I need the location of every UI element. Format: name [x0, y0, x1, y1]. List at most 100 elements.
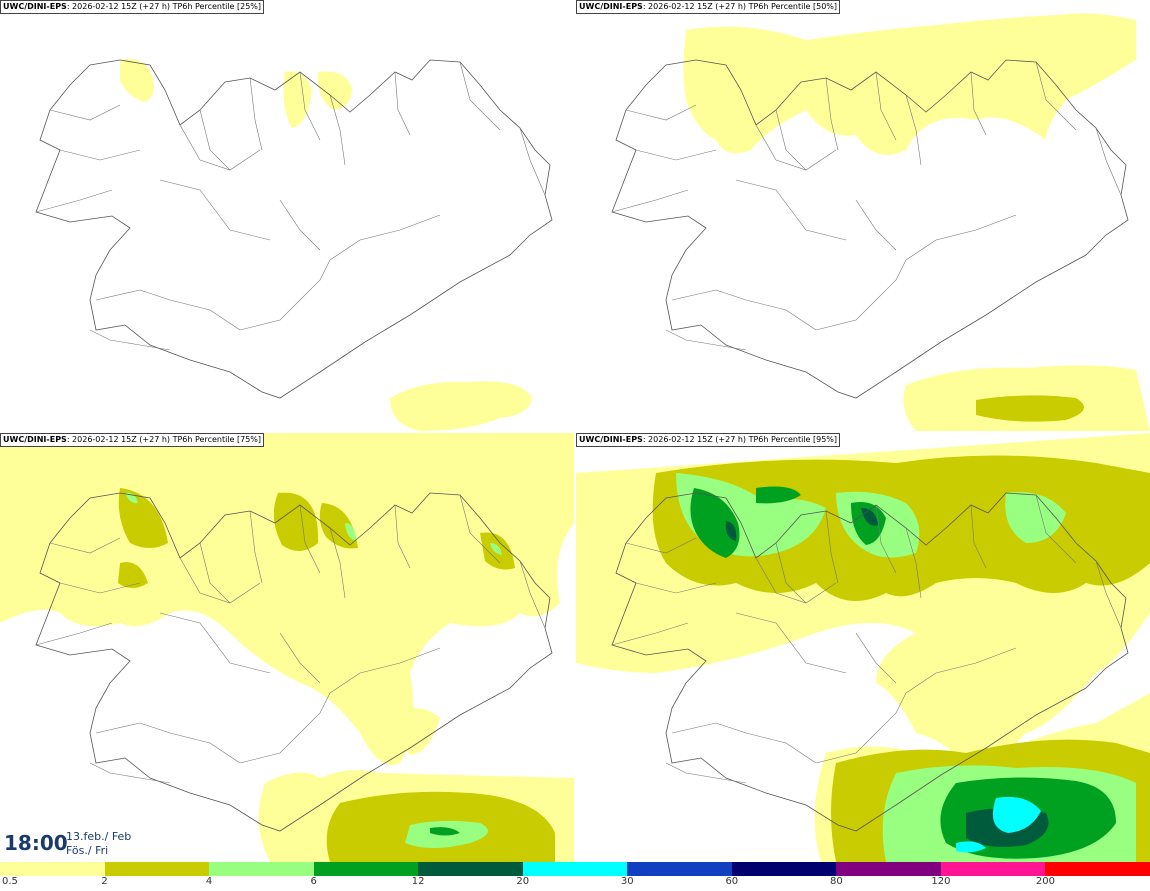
- road-line: [1095, 127, 1122, 196]
- road-line: [329, 94, 346, 166]
- road-line: [1095, 560, 1122, 629]
- precip-map: [0, 433, 574, 862]
- road-line: [249, 510, 263, 584]
- colorbar-label: 80: [829, 876, 843, 887]
- road-line: [59, 582, 141, 594]
- road-line: [199, 109, 231, 171]
- road-line: [239, 692, 331, 764]
- road-line: [875, 71, 897, 141]
- colorbar-segment: [940, 862, 1046, 876]
- precip-map: [35, 58, 553, 431]
- road-line: [169, 299, 241, 331]
- valid-time: 18:00: [4, 831, 68, 855]
- road-line: [625, 104, 697, 121]
- panel-title: UWC/DINI-EPS: 2026-02-12 15Z (+27 h) TP6…: [576, 0, 841, 14]
- colorbar-label: 12: [411, 876, 425, 887]
- colorbar-segment: [1045, 862, 1150, 876]
- road-line: [825, 510, 839, 584]
- road-line: [665, 762, 747, 784]
- colorbar: [0, 862, 1150, 876]
- valid-time-box: 18:00 13.feb./ Feb Fös./ Fri: [0, 826, 140, 862]
- road-line: [179, 557, 261, 604]
- road-line: [970, 504, 987, 569]
- colorbar-segment: [627, 862, 733, 876]
- road-line: [519, 560, 546, 629]
- precip-contour: [390, 381, 532, 431]
- precip-contour: [992, 796, 1041, 833]
- road-line: [95, 722, 171, 734]
- road-line: [671, 722, 747, 734]
- colorbar-label: 2: [101, 876, 108, 887]
- precip-contour: [690, 488, 740, 558]
- valid-date: 13.feb./ Feb Fös./ Fri: [66, 830, 131, 858]
- road-line: [775, 109, 807, 171]
- precip-contour: [120, 58, 154, 102]
- road-line: [775, 542, 807, 604]
- road-line: [49, 104, 121, 121]
- colorbar-segment: [104, 862, 210, 876]
- precip-contour: [956, 841, 986, 853]
- road-line: [159, 612, 271, 674]
- precip-contour: [0, 433, 574, 765]
- colorbar-segment: [522, 862, 628, 876]
- road-line: [905, 214, 1017, 261]
- precip-contour: [125, 492, 138, 504]
- road-line: [755, 557, 837, 604]
- map-panel-p25: UWC/DINI-EPS: 2026-02-12 15Z (+27 h) TP6…: [0, 0, 574, 431]
- colorbar-label: 30: [620, 876, 634, 887]
- road-line: [665, 329, 747, 351]
- road-line: [35, 189, 113, 213]
- road-line: [159, 179, 271, 241]
- precip-contour: [1005, 492, 1066, 543]
- precip-contour: [319, 503, 358, 549]
- panel-title: UWC/DINI-EPS: 2026-02-12 15Z (+27 h) TP6…: [0, 433, 265, 447]
- road-line: [329, 527, 346, 599]
- road-line: [35, 622, 113, 646]
- precip-contour: [118, 488, 168, 548]
- road-line: [905, 527, 922, 599]
- colorbar-label: 4: [205, 876, 213, 887]
- road-line: [815, 259, 907, 331]
- precip-contour: [430, 827, 460, 836]
- road-line: [855, 632, 897, 684]
- road-line: [905, 94, 922, 166]
- colorbar-label: 6: [310, 876, 317, 887]
- road-line: [279, 199, 321, 251]
- panel-title: UWC/DINI-EPS: 2026-02-12 15Z (+27 h) TP6…: [0, 0, 265, 14]
- precip-contour: [394, 708, 440, 755]
- colorbar-segment: [209, 862, 315, 876]
- road-line: [815, 692, 907, 764]
- road-line: [299, 504, 321, 574]
- road-line: [625, 537, 697, 554]
- colorbar-label: 0.5: [2, 876, 18, 887]
- road-line: [905, 647, 1017, 694]
- valid-date-line1: 13.feb./ Feb: [66, 830, 132, 843]
- road-line: [95, 289, 171, 301]
- road-line: [199, 542, 231, 604]
- road-line: [329, 647, 441, 694]
- road-line: [459, 61, 501, 131]
- colorbar-label: 200: [1035, 876, 1055, 887]
- precip-contour: [976, 395, 1084, 422]
- precip-contour: [118, 562, 148, 588]
- map-panel-p50: UWC/DINI-EPS: 2026-02-12 15Z (+27 h) TP6…: [576, 0, 1150, 431]
- map-panel-p95: UWC/DINI-EPS: 2026-02-12 15Z (+27 h) TP6…: [576, 433, 1150, 862]
- road-line: [635, 582, 717, 594]
- road-line: [89, 762, 171, 784]
- road-line: [329, 214, 441, 261]
- road-line: [519, 127, 546, 196]
- colorbar-label: 20: [516, 876, 530, 887]
- colorbar-segment: [418, 862, 524, 876]
- colorbar-label: 120: [931, 876, 951, 887]
- road-line: [745, 299, 817, 331]
- precip-contour: [725, 521, 737, 541]
- precip-map: [576, 433, 1150, 862]
- road-line: [970, 71, 987, 136]
- road-line: [735, 612, 847, 674]
- colorbar-label: 60: [725, 876, 739, 887]
- road-line: [635, 149, 717, 161]
- road-line: [825, 77, 839, 151]
- road-line: [394, 71, 411, 136]
- valid-date-line2: Fös./ Fri: [66, 844, 109, 857]
- road-line: [459, 494, 501, 564]
